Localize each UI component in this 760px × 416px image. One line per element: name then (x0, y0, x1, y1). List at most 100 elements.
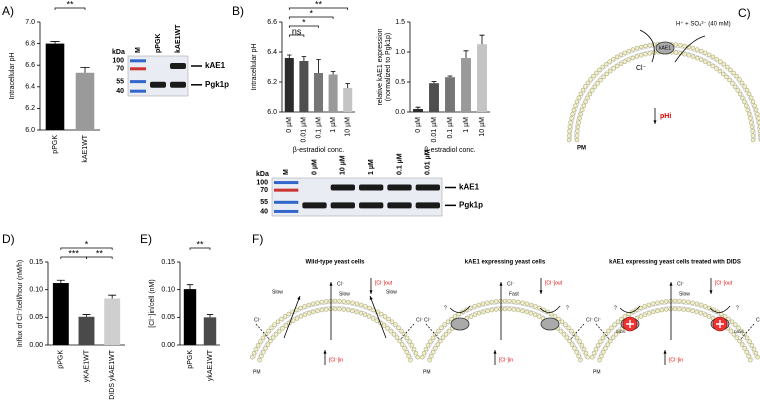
lipid-head (263, 332, 268, 337)
lipid-head (755, 355, 760, 360)
lipid-head (729, 319, 735, 324)
marker-label: 55 (260, 199, 268, 206)
error-bar (108, 294, 117, 299)
lipid-head (742, 332, 747, 337)
x-tick-label: pPGK (52, 135, 59, 154)
lipid-head (407, 339, 412, 344)
protein-band (302, 202, 327, 209)
ion-label: Cl⁻ (677, 281, 685, 287)
panel-label: A) (2, 4, 14, 18)
flux-arrow (449, 305, 471, 313)
y-tick-label: 0.05 (29, 314, 43, 321)
lipid-head (577, 339, 582, 344)
lipid-head (677, 298, 682, 304)
rate-label: Slow (679, 291, 690, 297)
lipid-head (592, 84, 598, 90)
marker-label: 70 (260, 187, 268, 194)
lipid-head (435, 342, 441, 347)
lane-label: 1 µM (368, 159, 375, 175)
y-axis-label: Intracellular pH (9, 52, 16, 99)
lipid-head (385, 326, 390, 331)
lipid-head (606, 328, 611, 334)
lipid-head (681, 307, 686, 312)
lane-label: 0.1 µM (396, 153, 403, 175)
lipid-head (742, 346, 747, 351)
lipid-head (306, 311, 312, 316)
lipid-head (310, 301, 316, 306)
lipid-head (266, 328, 271, 334)
lipid-head (601, 74, 606, 80)
lipid-head (431, 349, 436, 355)
lipid-head (409, 343, 415, 348)
lipid-head (528, 302, 534, 308)
lipid-head (603, 332, 608, 337)
lipid-head (597, 67, 602, 73)
band-label: kAE1 (459, 183, 480, 192)
lipid-head (703, 50, 708, 56)
y-tick-label: 6.0 (267, 109, 277, 116)
y-axis-label: (normalized to Pgk1p) (385, 33, 392, 101)
significance-bracket (288, 25, 319, 28)
lipid-head (694, 309, 699, 315)
cell-title: kAE1 expressing yeast cells treated with… (609, 260, 741, 266)
lipid-head (286, 311, 291, 317)
lipid-head (706, 314, 712, 319)
lipid-head (393, 322, 398, 327)
lipid-head (672, 298, 678, 304)
lipid-head (275, 319, 281, 324)
error-bar (447, 75, 453, 78)
lipid-head (690, 300, 695, 305)
bar (343, 88, 353, 112)
arrow-head (369, 296, 373, 300)
membrane (250, 298, 420, 363)
lipid-head (630, 47, 636, 52)
lipid-head (263, 346, 268, 351)
lipid-head (413, 350, 419, 356)
blot (271, 177, 443, 217)
y-tick-label: 0.05 (161, 314, 175, 321)
x-axis-label: β-estradiol conc. (293, 147, 345, 154)
lipid-head (273, 332, 279, 337)
error-bar (82, 314, 91, 317)
conc-label: [Cl⁻]out (715, 280, 733, 286)
kda-label: kDa (256, 171, 269, 178)
cell-title: kAE1 expressing yeast cells (465, 260, 546, 266)
lipid-head (587, 91, 593, 97)
lipid-head (583, 99, 588, 105)
lipid-head (588, 77, 593, 82)
lipid-head (714, 56, 719, 62)
y-axis-label: Intracellular pH (251, 43, 258, 90)
y-tick-label: 1.0 (395, 49, 405, 56)
lipid-head (685, 307, 691, 313)
lipid-head (439, 325, 444, 330)
lipid-head (552, 314, 558, 319)
lipid-head (750, 99, 756, 104)
marker-band (274, 188, 299, 192)
panel-label: D) (2, 232, 15, 246)
error-bar (301, 56, 307, 61)
lipid-head (415, 355, 420, 360)
bar (45, 43, 65, 130)
kda-label: kDa (112, 49, 125, 56)
lipid-head (753, 107, 759, 113)
marker-label: 100 (256, 179, 268, 186)
lipid-head (686, 299, 691, 305)
arrow-head (539, 290, 543, 294)
lipid-head (703, 304, 708, 309)
lipid-head (647, 51, 652, 56)
lipid-head (664, 307, 669, 312)
dashed-arrow (255, 323, 271, 341)
lipid-head (520, 308, 525, 314)
lipid-head (739, 342, 745, 347)
lipid-head (282, 314, 288, 319)
ion-label: Cl⁻ (636, 65, 647, 72)
lipid-head (433, 346, 438, 351)
lipid-head (567, 124, 573, 130)
x-tick-label: DIDS ykAE1WT (109, 349, 116, 400)
lane-label: M (135, 47, 142, 53)
lipid-head (576, 95, 581, 100)
conc-label: [Cl⁻]in (329, 357, 343, 363)
lipid-head (456, 311, 461, 317)
lipid-head (391, 332, 397, 337)
